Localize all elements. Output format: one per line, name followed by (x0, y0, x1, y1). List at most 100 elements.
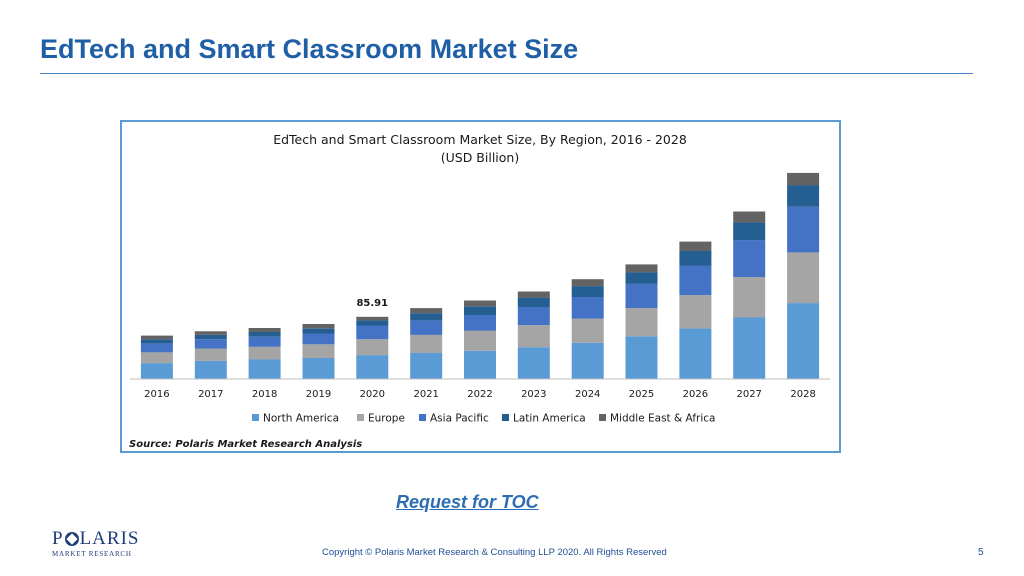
x-tick-label: 2021 (413, 389, 438, 400)
bar-segment (410, 308, 443, 314)
bar-segment (787, 303, 820, 380)
bar-segment (733, 240, 766, 277)
bar-segment (464, 330, 496, 351)
stacked-bar-chart: EdTech and Smart Classroom Market Size, … (129, 132, 830, 450)
logo-wordmark: P LARIS (52, 529, 142, 548)
bar-segment (733, 222, 766, 241)
legend-label: North America (263, 413, 339, 425)
bar-segment (571, 296, 604, 319)
bar-segment (356, 320, 389, 326)
bar-segment (140, 335, 173, 340)
bar-segment (733, 317, 766, 379)
bar-segment (625, 283, 658, 309)
bar-segment (194, 339, 227, 349)
bar-segment (464, 350, 496, 379)
bar-segment (571, 318, 604, 343)
bar-segment (194, 331, 227, 335)
bar-segment (248, 332, 281, 337)
bar-segment (787, 252, 820, 303)
bar-segment (733, 211, 766, 223)
bar-segment (248, 359, 281, 379)
bar-segment (625, 272, 658, 284)
logo-letter: P (52, 528, 64, 549)
bar-segment (140, 339, 173, 344)
chart-subtitle: (USD Billion) (441, 150, 519, 165)
legend-label: Asia Pacific (430, 413, 489, 425)
bar-segment (517, 291, 550, 298)
x-tick-label: 2020 (360, 389, 385, 400)
star-icon (64, 531, 79, 546)
bar-segment (517, 307, 550, 326)
bar-segment (248, 336, 281, 347)
bar-segment (733, 277, 766, 318)
x-tick-label: 2017 (198, 389, 223, 400)
legend-swatch (419, 414, 426, 421)
bar-segment (787, 185, 820, 207)
bar-segment (571, 286, 604, 297)
legend-label: Europe (368, 413, 405, 425)
bar-segment (140, 343, 173, 353)
bar-segment (464, 306, 496, 315)
bar-segment (410, 334, 443, 353)
bar-segment (302, 333, 335, 345)
x-tick-label: 2025 (629, 389, 654, 400)
bar-segment (140, 363, 173, 379)
bar-segment (140, 352, 173, 364)
legend-swatch (357, 414, 364, 421)
data-label: 85.91 (356, 298, 388, 309)
bar-segment (356, 339, 389, 356)
bar-segment (517, 347, 550, 379)
bar-segment (410, 320, 443, 335)
bar-segment (410, 353, 443, 379)
x-tick-labels: 2016 2017 2018 2019 2020 2021 2022 2023 2024 2025… (144, 389, 816, 400)
logo-subtitle: MARKET RESEARCH (52, 550, 132, 558)
bar-segment (679, 265, 712, 296)
bar-segment (787, 206, 820, 253)
chart-title: EdTech and Smart Classroom Market Size, … (273, 132, 687, 147)
copyright-footer: Copyright © Polaris Market Research & Co… (322, 547, 667, 558)
bar-segment (356, 355, 389, 379)
bar-segment (679, 241, 712, 251)
bar-segment (302, 324, 335, 329)
bar-segment (517, 297, 550, 307)
chart-source: Source: Polaris Market Research Analysis (129, 439, 362, 450)
slide-title: EdTech and Smart Classroom Market Size (40, 34, 579, 64)
bar-segment (302, 344, 335, 358)
legend-swatch (599, 414, 606, 421)
polaris-logo: P LARIS MARKET RESEARCH (52, 529, 142, 558)
bar-segment (571, 342, 604, 379)
bar-segment (787, 172, 820, 186)
bar-group: 85.91 (140, 172, 820, 380)
bar-segment (464, 300, 496, 307)
bar-segment (625, 264, 658, 273)
bar-segment (625, 336, 658, 379)
bar-segment (194, 360, 227, 379)
legend-label: Middle East & Africa (610, 413, 716, 425)
bar-segment (248, 328, 281, 332)
bar-segment (464, 315, 496, 331)
x-tick-label: 2027 (736, 389, 761, 400)
chart-frame: EdTech and Smart Classroom Market Size, … (120, 120, 841, 453)
bar-segment (571, 279, 604, 287)
x-tick-label: 2016 (144, 389, 169, 400)
bar-segment (356, 316, 389, 321)
logo-letters: LARIS (79, 528, 140, 549)
x-tick-label: 2019 (306, 389, 331, 400)
legend-label: Latin America (513, 413, 586, 425)
bar-segment (248, 346, 281, 360)
bar-segment (302, 328, 335, 334)
legend-swatch (252, 414, 259, 421)
x-tick-label: 2024 (575, 389, 600, 400)
bar-segment (302, 358, 335, 379)
bar-segment (679, 251, 712, 266)
x-tick-label: 2022 (467, 389, 492, 400)
bar-segment (679, 295, 712, 329)
x-tick-label: 2028 (790, 389, 815, 400)
bar-segment (625, 308, 658, 337)
x-tick-label: 2018 (252, 389, 277, 400)
x-tick-label: 2026 (683, 389, 708, 400)
request-toc-link[interactable]: Request for TOC (396, 492, 539, 512)
bar-segment (356, 325, 389, 340)
chart-legend: North America Europe Asia Pacific Latin Ame… (252, 413, 716, 425)
title-divider (40, 73, 973, 74)
